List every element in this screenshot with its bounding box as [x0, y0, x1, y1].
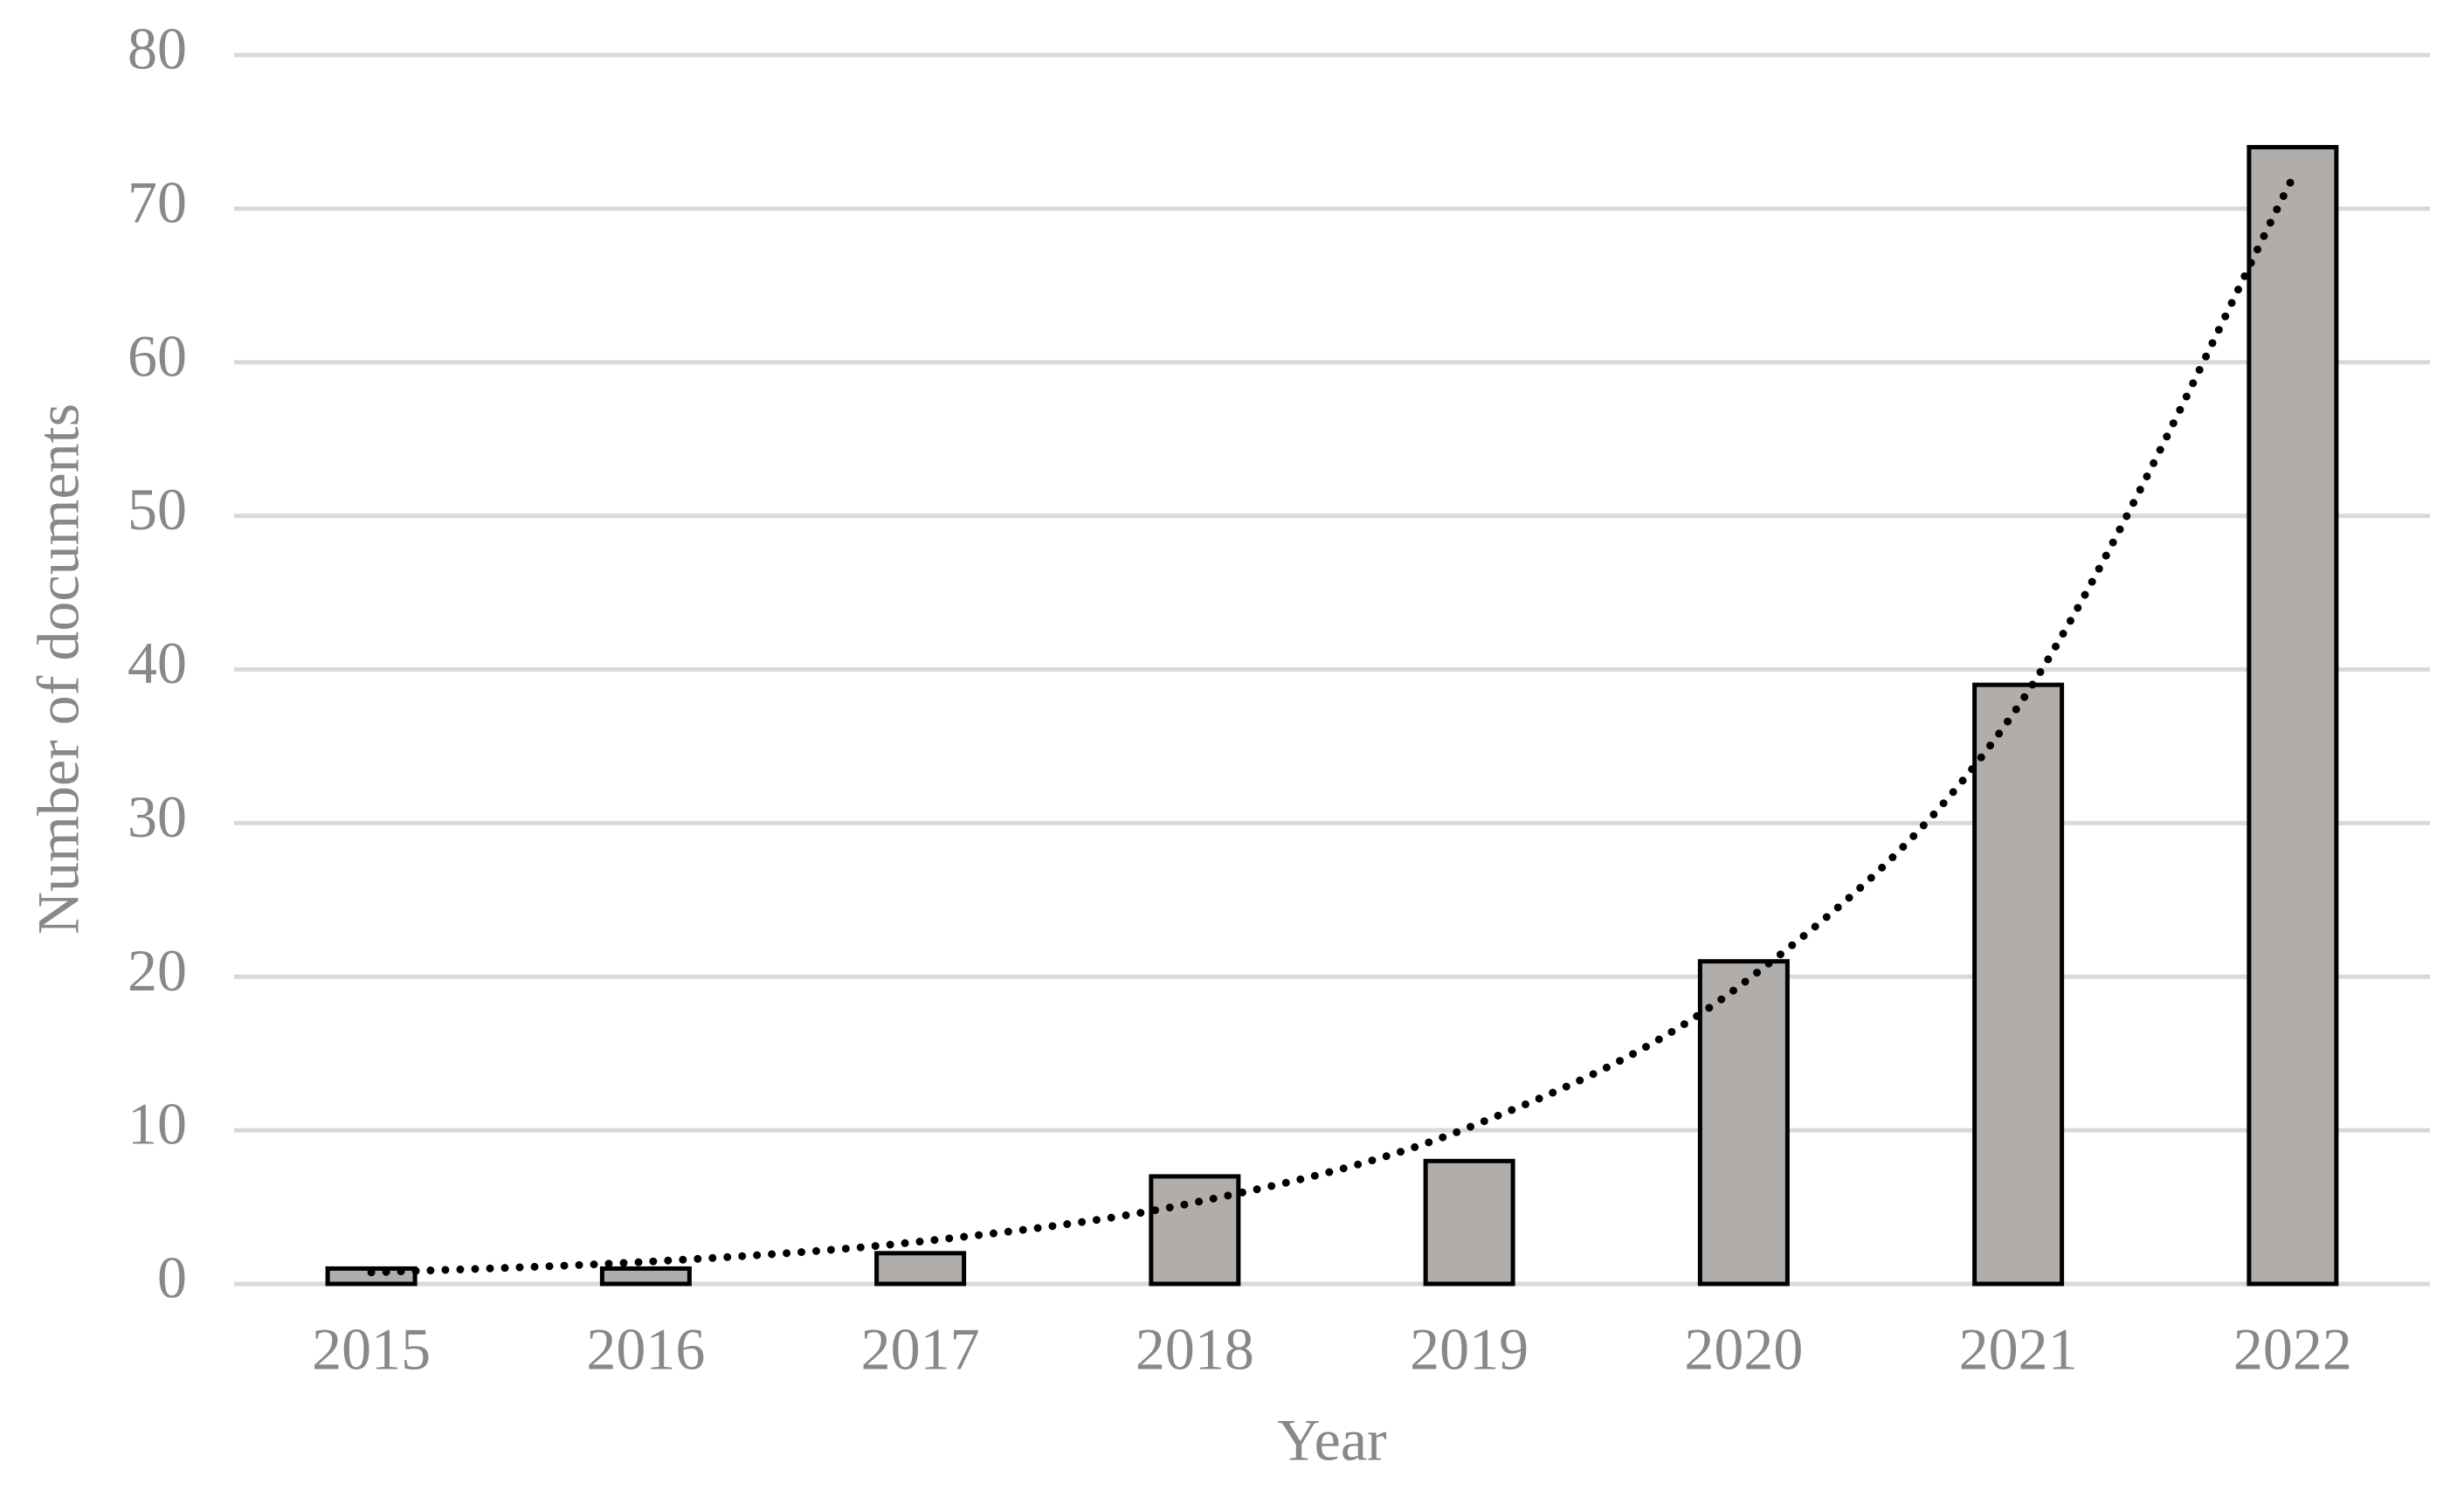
bar — [1423, 1158, 1515, 1287]
y-tick-label: 30 — [128, 783, 187, 850]
y-tick-label: 50 — [128, 476, 187, 542]
y-tick-label: 60 — [128, 322, 187, 389]
y-tick-label: 10 — [128, 1091, 187, 1157]
x-tick-label: 2015 — [312, 1316, 431, 1383]
x-tick-label: 2020 — [1684, 1316, 1803, 1383]
x-tick-label: 2017 — [861, 1316, 980, 1383]
bar — [2247, 145, 2339, 1287]
x-tick-label: 2022 — [2233, 1316, 2352, 1383]
x-tick-label: 2021 — [1959, 1316, 2078, 1383]
y-axis-label: Number of documents — [25, 404, 92, 935]
y-tick-label: 0 — [157, 1245, 187, 1311]
y-tick-label: 40 — [128, 630, 187, 696]
bar — [599, 1266, 692, 1287]
bar — [1972, 682, 2065, 1287]
y-tick-label: 20 — [128, 937, 187, 1004]
y-tick-label: 70 — [128, 169, 187, 235]
trendline — [367, 174, 2297, 1277]
x-tick-label: 2018 — [1135, 1316, 1254, 1383]
x-axis-label: Year — [1277, 1407, 1387, 1473]
x-tick-label: 2019 — [1410, 1316, 1529, 1383]
y-tick-label: 80 — [128, 16, 187, 82]
x-tick-label: 2016 — [586, 1316, 705, 1383]
bar — [1149, 1174, 1241, 1287]
bar — [874, 1251, 967, 1287]
bar — [1697, 959, 1790, 1287]
